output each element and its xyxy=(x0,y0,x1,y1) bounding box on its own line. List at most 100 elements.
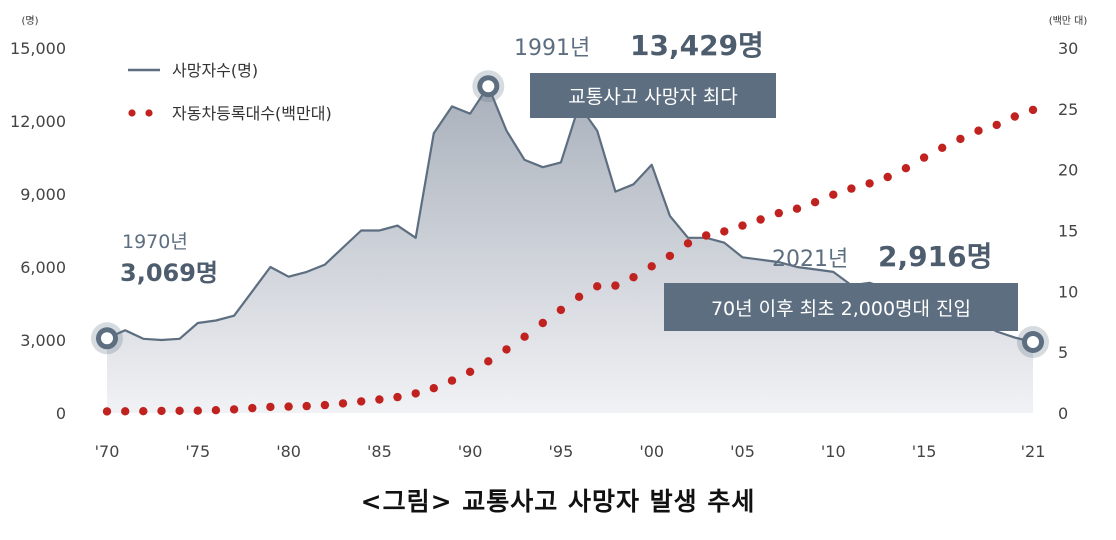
vehicle-dot xyxy=(847,184,856,193)
x-axis-tick-label: '00 xyxy=(639,442,664,461)
vehicle-dot xyxy=(121,407,130,416)
vehicle-dot xyxy=(211,406,221,415)
vehicle-dot xyxy=(284,402,293,411)
x-axis-tick-label: '10 xyxy=(821,442,846,461)
vehicle-dot xyxy=(447,376,457,385)
vehicle-dot xyxy=(919,153,929,162)
vehicle-dot xyxy=(774,208,783,218)
right-axis-tick-label: 30 xyxy=(1058,39,1078,58)
vehicle-dot xyxy=(738,221,747,230)
vehicle-dot xyxy=(375,395,384,404)
vehicle-dot xyxy=(338,399,348,408)
vehicle-dot xyxy=(792,204,802,213)
x-axis-tick-label: '85 xyxy=(367,442,392,461)
x-axis-tick-label: '15 xyxy=(912,442,937,461)
vehicle-dot xyxy=(665,251,675,261)
left-axis-tick-label: 12,000 xyxy=(10,112,66,131)
vehicle-dot xyxy=(229,405,239,414)
vehicle-dot xyxy=(411,389,420,398)
vehicle-dot xyxy=(647,262,656,271)
vehicle-dot xyxy=(865,179,874,188)
traffic-death-chart: 0 3,000 6,000 9,000 12,000 15,000 0 5 10 15 20 25 3… xyxy=(10,15,1088,461)
annotation-2021: 2021년 2,916명 70년 이후 최초 2,000명대 진입 xyxy=(664,240,1018,331)
vehicle-dot xyxy=(266,402,275,412)
left-axis-tick-label: 0 xyxy=(56,404,66,423)
vehicle-dot xyxy=(901,164,911,173)
vehicle-dot xyxy=(938,143,947,152)
vehicle-dot xyxy=(574,292,584,301)
legend-deaths-label: 사망자수(명) xyxy=(172,61,258,80)
x-axis-tick-label: '95 xyxy=(549,442,574,461)
annotation-1970: 1970년 3,069명 xyxy=(120,231,218,287)
x-axis-tick-label: '80 xyxy=(276,442,301,461)
annotation-2021-box-text: 70년 이후 최초 2,000명대 진입 xyxy=(711,298,971,320)
x-axis-tick-label: '05 xyxy=(730,442,755,461)
annotation-2021-value: 2,916명 xyxy=(878,240,992,273)
vehicle-dot xyxy=(302,401,311,411)
x-axis-tick-label: '75 xyxy=(185,442,210,461)
annotation-1991-year: 1991년 xyxy=(514,36,590,61)
vehicle-dot xyxy=(556,305,566,315)
vehicle-dot xyxy=(1010,112,1019,121)
annotation-2021-year: 2021년 xyxy=(772,247,848,272)
annotation-1991-value: 13,429명 xyxy=(630,29,764,62)
vehicle-dot xyxy=(320,400,330,410)
vehicle-dot xyxy=(756,215,765,224)
vehicle-dot xyxy=(248,403,257,413)
vehicle-dot xyxy=(810,198,820,207)
legend: 사망자수(명) 자동차등록대수(백만대) xyxy=(128,61,332,123)
left-axis-tick-label: 9,000 xyxy=(20,185,66,204)
vehicle-dot xyxy=(102,407,112,416)
vehicle-dot xyxy=(720,227,729,236)
annotation-2021-box xyxy=(664,283,1018,331)
vehicle-dot xyxy=(175,406,184,415)
vehicle-dot xyxy=(393,392,402,402)
vehicle-dot xyxy=(629,273,638,282)
vehicle-dot xyxy=(992,120,1001,130)
annotation-1991-box-text: 교통사고 사망자 최다 xyxy=(568,86,737,108)
vehicle-dot xyxy=(702,231,711,240)
marker-2021-center xyxy=(1027,336,1039,348)
annotation-1970-year: 1970년 xyxy=(122,231,188,253)
deaths-area xyxy=(107,86,1033,413)
vehicle-dot xyxy=(429,384,438,393)
legend-vehicles-swatch-dot xyxy=(145,109,153,117)
right-axis-tick-label: 10 xyxy=(1058,282,1078,301)
vehicle-dot xyxy=(520,332,529,341)
right-axis-tick-label: 25 xyxy=(1058,100,1078,119)
x-axis-tick-label: '21 xyxy=(1021,442,1046,461)
legend-vehicles-swatch-dot xyxy=(128,109,136,117)
vehicle-dot xyxy=(1028,105,1038,115)
legend-vehicles-label: 자동차등록대수(백만대) xyxy=(172,104,332,123)
right-axis-unit: (백만 대) xyxy=(1049,15,1088,27)
right-axis-tick-label: 0 xyxy=(1058,404,1068,423)
right-axis-tick-label: 5 xyxy=(1058,343,1068,362)
vehicle-dot xyxy=(157,406,166,416)
vehicle-dot xyxy=(484,357,493,366)
vehicle-dot xyxy=(974,126,983,135)
vehicle-dot xyxy=(611,281,620,290)
vehicle-dot xyxy=(829,190,838,199)
vehicle-dot xyxy=(538,318,547,328)
left-axis-tick-label: 3,000 xyxy=(20,331,66,350)
vehicle-dot xyxy=(465,367,475,376)
vehicle-dot xyxy=(683,239,693,248)
vehicle-dot xyxy=(357,397,366,406)
vehicle-dot xyxy=(956,134,965,144)
marker-1970-center xyxy=(101,332,113,345)
vehicle-dot xyxy=(593,282,602,291)
x-axis-tick-label: '90 xyxy=(458,442,483,461)
figure-caption: <그림> 교통사고 사망자 발생 추세 xyxy=(360,487,756,516)
left-axis-tick-label: 15,000 xyxy=(10,39,66,58)
vehicle-dot xyxy=(883,172,892,182)
annotation-1991-box xyxy=(530,73,776,118)
left-axis-tick-label: 6,000 xyxy=(20,258,66,277)
vehicle-dot xyxy=(193,406,202,415)
vehicle-dot xyxy=(502,345,511,354)
x-axis-tick-label: '70 xyxy=(95,442,120,461)
left-axis-unit: (명) xyxy=(21,15,38,27)
vehicle-dot xyxy=(139,407,148,416)
annotation-1970-value: 3,069명 xyxy=(120,259,218,287)
right-axis-tick-label: 20 xyxy=(1058,161,1078,180)
annotation-1991: 1991년 13,429명 교통사고 사망자 최다 xyxy=(514,29,776,118)
